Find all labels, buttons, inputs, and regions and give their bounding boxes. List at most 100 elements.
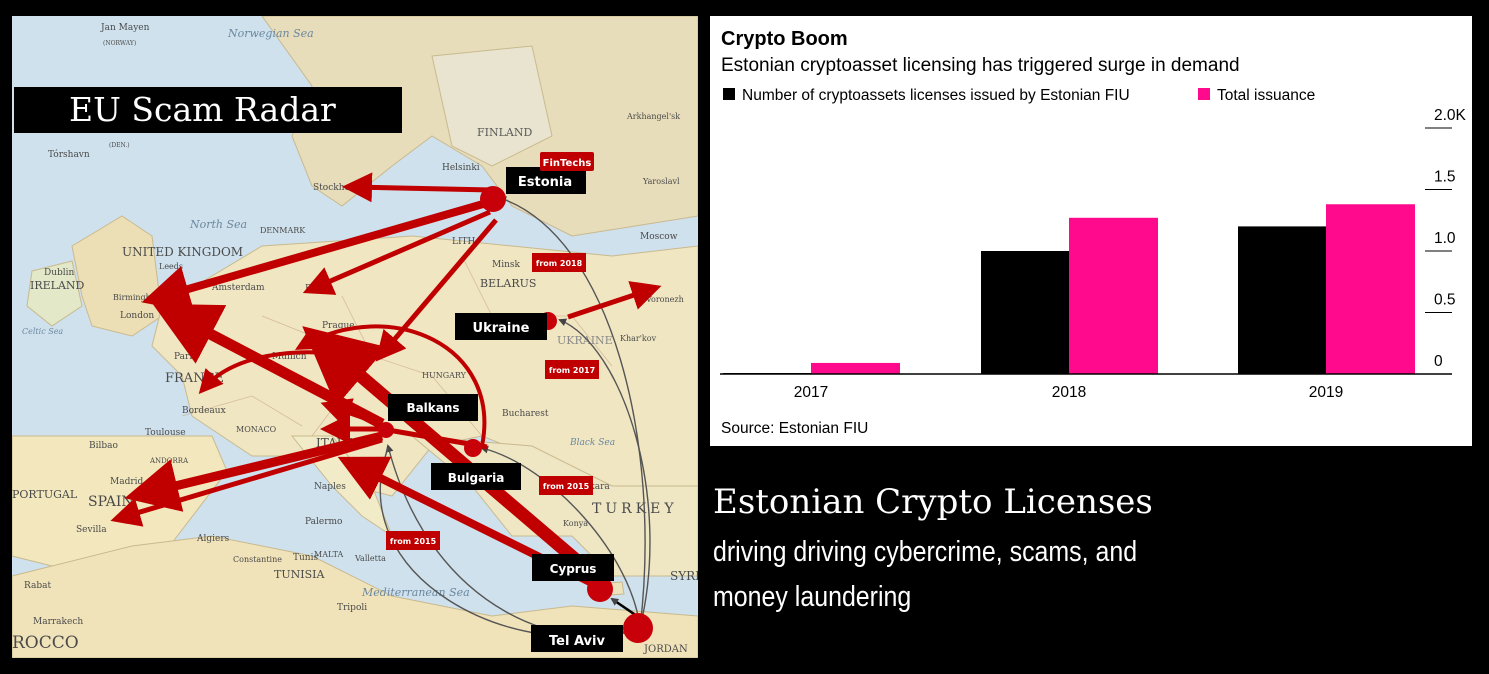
x-tick-label: 2017 [794, 384, 828, 401]
place-konya: Konya [563, 519, 588, 528]
place-marrakech: Marrakech [33, 617, 83, 627]
place-valletta: Valletta [354, 554, 386, 563]
node-estonia-dot [480, 186, 506, 212]
place-amsterdam: Amsterdam [211, 283, 265, 293]
place-bucharest: Bucharest [502, 409, 549, 419]
arrow-balkans-italy [320, 398, 383, 427]
bar-total-2018 [1069, 217, 1158, 374]
place-finland: FINLAND [477, 126, 532, 139]
place-spain: SPAIN [88, 494, 134, 510]
place-celtic-sea: Celtic Sea [22, 327, 63, 336]
place-syria: SYRI [670, 569, 698, 583]
chart-subtitle: Estonian cryptoasset licensing has trigg… [721, 55, 1240, 76]
arrow-cyprus-germany [302, 326, 607, 587]
y-tick-label: 0.5 [1434, 292, 1456, 309]
land-finland [431, 45, 553, 167]
label-cyprus: Cyprus [550, 562, 597, 576]
place-portugal: PORTUGAL [12, 488, 78, 501]
tag-from2017-bg [545, 360, 599, 379]
bar-chart: Crypto Boom Estonian cryptoasset licensi… [720, 28, 1467, 437]
place-morocco: ROCCO [12, 633, 79, 653]
y-tick-label: 1.0 [1434, 230, 1456, 247]
arrow-estonia-balkans [375, 218, 498, 362]
place-minsk: Minsk [492, 260, 521, 270]
place-ankara: Ankara [576, 482, 610, 492]
chart-title: Crypto Boom [721, 28, 848, 50]
y-tick-labels: 0 0.5 1.0 1.5 2.0K [1434, 107, 1467, 370]
map-panel: Jan Mayen (NORWAY) Norwegian Sea FINLAND… [12, 16, 698, 658]
place-tunis: Tunis [293, 553, 318, 563]
route-telaviv-bulgaria [480, 445, 641, 629]
place-jan-mayen: Jan Mayen [100, 23, 150, 33]
place-rabat: Rabat [24, 581, 51, 591]
place-paris: Paris [174, 352, 197, 362]
x-tick-labels: 2017 2018 2019 [794, 384, 1343, 401]
label-bulgaria-bg [431, 463, 521, 490]
place-andorra: ANDORRA [149, 457, 189, 465]
place-voronezh: Voronezh [645, 295, 684, 304]
legend-label-licenses: Number of cryptoassets licenses issued b… [742, 87, 1130, 104]
y-tick-label: 1.5 [1434, 169, 1456, 186]
x-tick-label: 2019 [1309, 384, 1343, 401]
route-telaviv-estonia [498, 196, 646, 629]
place-madrid: Madrid [110, 477, 144, 487]
place-moscow: Moscow [640, 232, 678, 242]
place-algiers: Algiers [196, 534, 230, 544]
tag-from2015a: from 2015 [543, 482, 590, 491]
place-malta: MALTA [314, 550, 344, 559]
label-telaviv-bg [531, 625, 623, 652]
place-birmingham: Birmingham [113, 293, 164, 302]
place-tripoli: Tripoli [337, 603, 367, 613]
place-toulouse: Toulouse [145, 428, 186, 438]
tag-from2017: from 2017 [549, 366, 595, 375]
place-jordan: JORDAN [643, 644, 688, 655]
node-cyprus-dot [587, 576, 613, 602]
place-kharkov: Khar'kov [620, 334, 657, 343]
tag-from2015b: from 2015 [390, 537, 437, 546]
x-tick-label: 2018 [1052, 384, 1086, 401]
bar-total-2017 [811, 362, 900, 374]
legend-label-total: Total issuance [1217, 87, 1315, 104]
place-den: (DEN.) [109, 142, 130, 149]
chart-source: Source: Estonian FIU [721, 420, 868, 437]
bars [723, 204, 1415, 374]
arrow-balkans-spain-b [110, 437, 383, 527]
arrow-bulgaria-arc [295, 324, 487, 447]
arrow-estonia-berlin [302, 209, 491, 295]
caption-headline: Estonian Crypto Licenses [713, 482, 1153, 522]
place-ireland: IRELAND [30, 279, 85, 292]
node-bulgaria-dot [464, 439, 482, 457]
place-lith: LITH [452, 237, 476, 247]
place-torshavn: Tórshavn [48, 149, 90, 160]
place-hungary: HUNGARY [422, 371, 467, 380]
place-turkey: TURKEY [592, 501, 678, 517]
place-dublin: Dublin [44, 268, 75, 278]
label-balkans: Balkans [406, 401, 459, 415]
tag-fintechs: FinTechs [543, 158, 592, 169]
place-mediterranean-sea: Mediterranean Sea [361, 586, 470, 599]
tag-from2018-bg [532, 253, 586, 272]
place-united-kingdom: UNITED KINGDOM [122, 245, 243, 259]
legend-swatch-licenses [723, 88, 735, 100]
caption-subline: driving driving cybercrime, scams, and m… [713, 536, 1138, 613]
land-uk [71, 215, 163, 337]
chart-panel: Crypto Boom Estonian cryptoasset licensi… [710, 16, 1472, 446]
label-balkans-bg [388, 394, 478, 421]
label-estonia-bg [506, 167, 586, 194]
tag-from2015a-bg [539, 476, 593, 495]
label-ukraine-bg [455, 313, 547, 340]
route-telaviv-ukraine [558, 318, 651, 629]
node-balkans-dot [378, 422, 394, 438]
place-prague: Prague [322, 321, 355, 331]
place-north-sea: North Sea [189, 218, 247, 231]
route-telaviv-cyprus [610, 597, 638, 618]
label-bulgaria: Bulgaria [448, 471, 505, 485]
y-gridlines [1425, 127, 1452, 313]
place-norwegian-sea: Norwegian Sea [227, 27, 314, 40]
place-palermo: Palermo [305, 517, 342, 527]
tag-from2015b-bg [386, 531, 440, 550]
y-tick-label: 2.0K [1434, 107, 1467, 124]
node-telaviv-dot [623, 613, 653, 643]
place-arkhangel: Arkhangel'sk [626, 112, 680, 121]
arrow-ukraine-russia [567, 281, 662, 320]
